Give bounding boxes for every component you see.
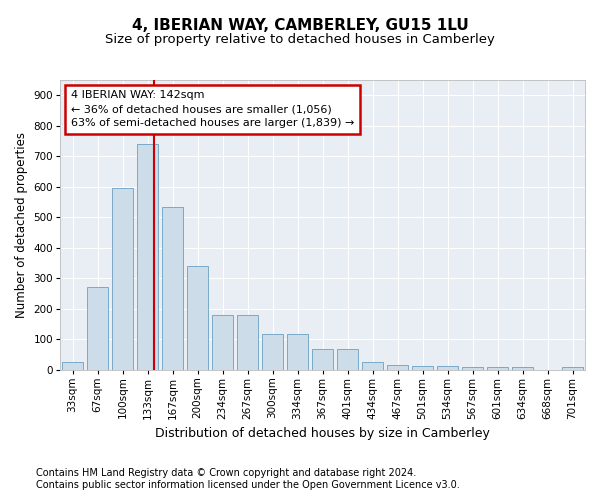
Bar [362, 362, 383, 370]
X-axis label: Distribution of detached houses by size in Camberley: Distribution of detached houses by size … [155, 427, 490, 440]
Text: Size of property relative to detached houses in Camberley: Size of property relative to detached ho… [105, 32, 495, 46]
Text: Contains public sector information licensed under the Open Government Licence v3: Contains public sector information licen… [36, 480, 460, 490]
Bar [87, 288, 108, 370]
Bar [112, 188, 133, 370]
Y-axis label: Number of detached properties: Number of detached properties [15, 132, 28, 318]
Text: 4 IBERIAN WAY: 142sqm
← 36% of detached houses are smaller (1,056)
63% of semi-d: 4 IBERIAN WAY: 142sqm ← 36% of detached … [71, 90, 354, 128]
Bar [62, 362, 83, 370]
Bar [462, 367, 483, 370]
Bar [387, 365, 408, 370]
Bar [512, 368, 533, 370]
Bar [237, 316, 258, 370]
Bar [562, 368, 583, 370]
Bar [262, 334, 283, 370]
Bar [137, 144, 158, 370]
Bar [437, 366, 458, 370]
Bar [412, 366, 433, 370]
Bar [187, 266, 208, 370]
Bar [487, 367, 508, 370]
Text: 4, IBERIAN WAY, CAMBERLEY, GU15 1LU: 4, IBERIAN WAY, CAMBERLEY, GU15 1LU [131, 18, 469, 32]
Text: Contains HM Land Registry data © Crown copyright and database right 2024.: Contains HM Land Registry data © Crown c… [36, 468, 416, 477]
Bar [287, 334, 308, 370]
Bar [162, 206, 183, 370]
Bar [337, 349, 358, 370]
Bar [212, 316, 233, 370]
Bar [312, 349, 333, 370]
